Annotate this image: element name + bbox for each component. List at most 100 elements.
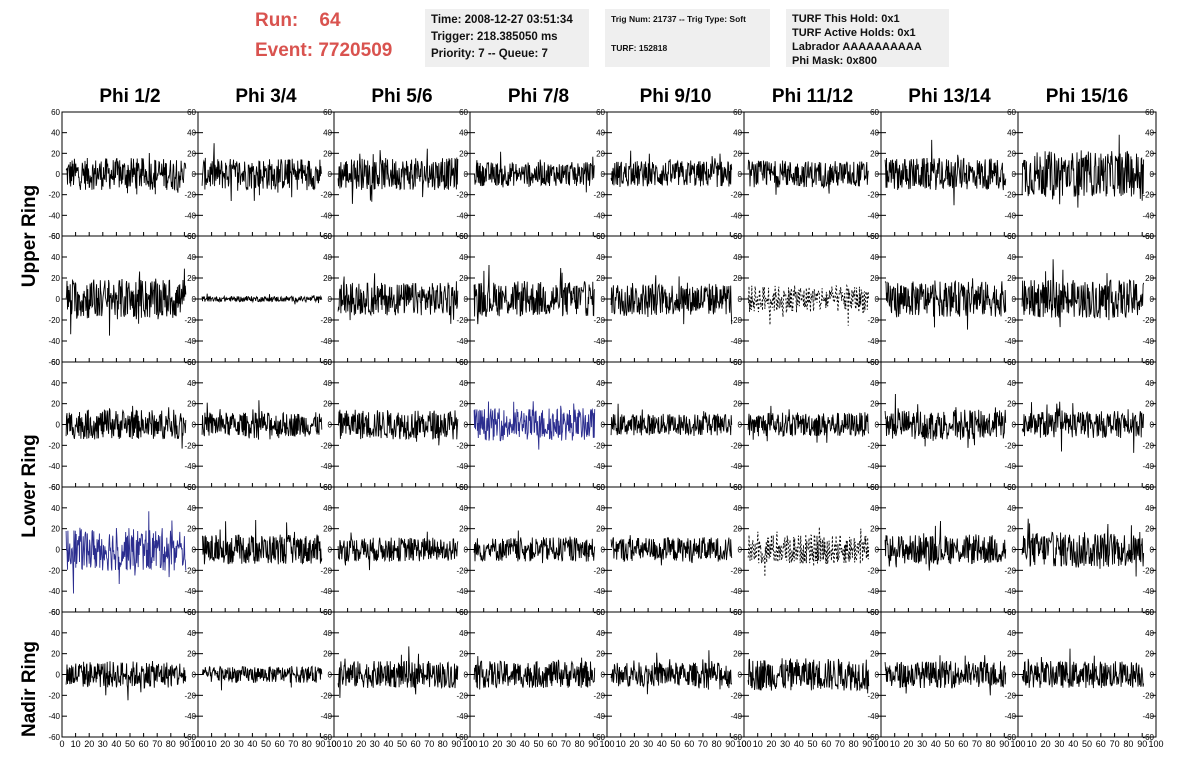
- y-tick-label: 60: [1007, 608, 1016, 617]
- waveform-trace: [884, 278, 1007, 330]
- x-tick-label: 20: [766, 739, 776, 749]
- y-tick-label: -40: [730, 587, 742, 596]
- x-tick-label: 50: [1082, 739, 1092, 749]
- y-tick-label: 20: [596, 650, 605, 659]
- y-tick-label: -60: [320, 733, 332, 742]
- y-tick-label: -60: [1004, 733, 1016, 742]
- y-tick-label: 0: [192, 170, 197, 179]
- y-tick-label: 40: [596, 379, 605, 388]
- y-tick-label: 40: [459, 629, 468, 638]
- y-tick-label: 0: [56, 421, 61, 430]
- turf-info-box: TURF This Hold: 0x1 TURF Active Holds: 0…: [786, 9, 949, 67]
- x-tick-label: 60: [684, 739, 694, 749]
- y-tick-label: -60: [48, 608, 60, 617]
- y-tick-label: 40: [1145, 129, 1154, 138]
- x-tick-label: 60: [958, 739, 968, 749]
- col-header-phi-13-14: Phi 13/14: [908, 86, 991, 107]
- y-tick-label: -20: [730, 316, 742, 325]
- y-tick-label: 60: [323, 358, 332, 367]
- y-tick-label: -20: [867, 191, 879, 200]
- y-tick-label: 60: [596, 232, 605, 241]
- y-tick-label: 40: [1145, 629, 1154, 638]
- y-tick-label: 60: [1145, 108, 1154, 117]
- y-tick-label: 40: [187, 629, 196, 638]
- y-tick-label: -20: [1004, 441, 1016, 450]
- waveform-trace: [201, 519, 323, 565]
- y-tick-label: 40: [1007, 253, 1016, 262]
- x-tick-label: 60: [411, 739, 421, 749]
- y-tick-label: 40: [187, 129, 196, 138]
- y-tick-label: 40: [870, 629, 879, 638]
- y-tick-label: -20: [320, 566, 332, 575]
- y-tick-label: -20: [1142, 191, 1154, 200]
- y-tick-label: -40: [456, 712, 468, 721]
- y-tick-label: 40: [733, 129, 742, 138]
- waveform-trace: [610, 275, 733, 325]
- run-value: 64: [319, 10, 341, 31]
- y-tick-label: 20: [870, 525, 879, 534]
- x-tick-label: 90: [862, 739, 872, 749]
- y-tick-label: -40: [593, 211, 605, 220]
- y-tick-label: -40: [320, 712, 332, 721]
- x-tick-label: 80: [575, 739, 585, 749]
- y-tick-label: -40: [320, 587, 332, 596]
- y-tick-label: -60: [48, 483, 60, 492]
- y-tick-label: 20: [323, 274, 332, 283]
- y-tick-label: 20: [51, 149, 60, 158]
- y-tick-label: 60: [733, 108, 742, 117]
- y-tick-label: -60: [593, 733, 605, 742]
- y-tick-label: 20: [51, 400, 60, 409]
- y-tick-label: 40: [1007, 629, 1016, 638]
- waveform-trace: [1021, 259, 1145, 328]
- x-tick-label: 30: [1054, 739, 1064, 749]
- waveform-trace: [747, 405, 870, 443]
- x-tick-label: 80: [986, 739, 996, 749]
- x-tick-label: 30: [917, 739, 927, 749]
- y-tick-label: 60: [1145, 483, 1154, 492]
- x-tick-label: 30: [643, 739, 653, 749]
- x-tick-label: 20: [356, 739, 366, 749]
- y-tick-label: -20: [320, 191, 332, 200]
- y-tick-label: -20: [184, 316, 196, 325]
- y-tick-label: 20: [870, 650, 879, 659]
- y-tick-label: 40: [459, 379, 468, 388]
- turf-hold-text: TURF This Hold: 0x1: [792, 13, 900, 25]
- y-tick-label: -40: [1004, 337, 1016, 346]
- y-tick-label: -40: [48, 462, 60, 471]
- y-tick-label: 0: [601, 421, 606, 430]
- y-tick-label: 60: [733, 483, 742, 492]
- waveform-trace: [337, 531, 459, 571]
- y-tick-label: -20: [593, 691, 605, 700]
- x-tick-label: 0: [1015, 739, 1020, 749]
- y-tick-label: 20: [459, 525, 468, 534]
- x-tick-label: 30: [780, 739, 790, 749]
- y-tick-label: 0: [192, 295, 197, 304]
- x-tick-label: 40: [520, 739, 530, 749]
- y-tick-label: -20: [1004, 316, 1016, 325]
- y-tick-label: 0: [738, 170, 743, 179]
- waveform-trace: [201, 665, 323, 691]
- y-tick-label: 40: [187, 504, 196, 513]
- x-tick-label: 10: [1027, 739, 1037, 749]
- y-tick-label: 0: [328, 295, 333, 304]
- x-tick-label: 50: [944, 739, 954, 749]
- y-tick-label: -60: [730, 733, 742, 742]
- y-tick-label: 20: [323, 400, 332, 409]
- y-tick-label: -40: [730, 712, 742, 721]
- x-tick-label: 70: [1110, 739, 1120, 749]
- y-tick-label: -20: [867, 566, 879, 575]
- y-tick-label: -20: [1004, 566, 1016, 575]
- y-tick-label: 20: [733, 149, 742, 158]
- y-tick-label: -20: [184, 441, 196, 450]
- y-tick-label: -60: [184, 733, 196, 742]
- y-tick-label: -40: [593, 462, 605, 471]
- x-tick-label: 0: [604, 739, 609, 749]
